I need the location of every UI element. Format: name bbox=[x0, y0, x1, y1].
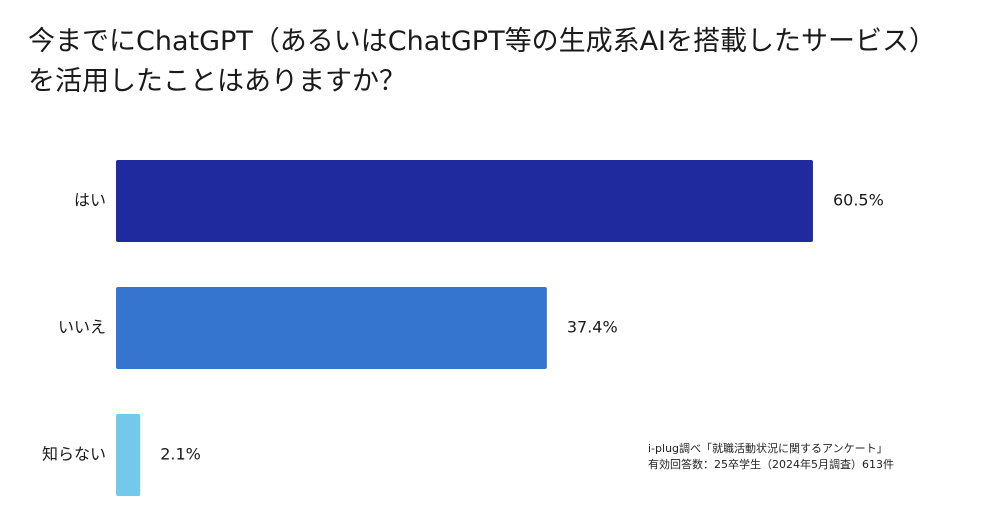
chart-title-line-2: を活用したことはありますか？ bbox=[28, 66, 406, 97]
bar-3 bbox=[116, 414, 141, 496]
bar-2 bbox=[116, 287, 547, 369]
category-label-1: はい bbox=[74, 191, 106, 210]
source-note-line-1: i-plug調べ「就職活動状況に関するアンケート」 bbox=[648, 442, 888, 455]
category-label-3: 知らない bbox=[42, 445, 106, 464]
bar-1 bbox=[116, 160, 813, 242]
source-note: i-plug調べ「就職活動状況に関するアンケート」 有効回答数：25卒学生（20… bbox=[648, 441, 894, 473]
source-note-line-2: 有効回答数：25卒学生（2024年5月調査）613件 bbox=[648, 458, 894, 471]
value-label-2: 37.4% bbox=[567, 318, 618, 337]
chart-title: 今までにChatGPT（あるいはChatGPT等の生成系AIを搭載したサービス）… bbox=[28, 22, 978, 102]
chart-title-line-1: 今までにChatGPT（あるいはChatGPT等の生成系AIを搭載したサービス） bbox=[28, 26, 937, 57]
value-label-1: 60.5% bbox=[833, 191, 884, 210]
value-label-3: 2.1% bbox=[160, 445, 201, 464]
category-label-2: いいえ bbox=[58, 318, 106, 337]
